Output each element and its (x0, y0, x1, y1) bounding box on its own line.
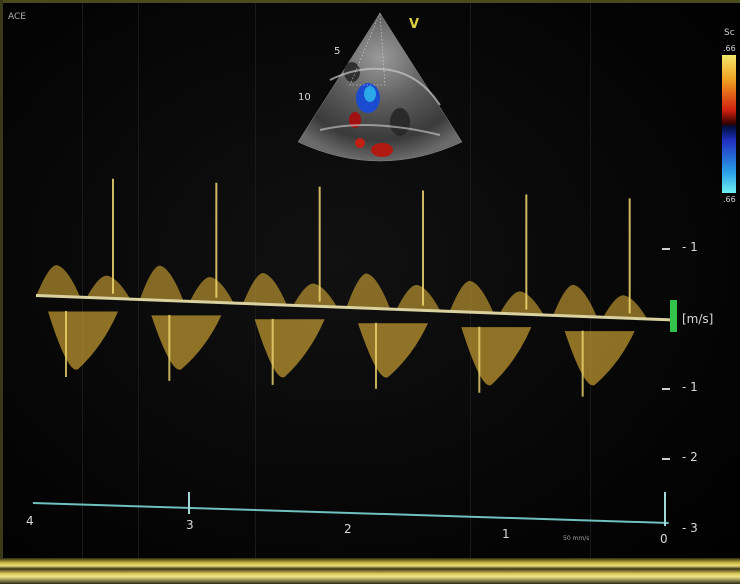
velocity-label-lower-3: - 3 (682, 521, 698, 535)
color-scale-bottom-value: .66 (723, 195, 736, 204)
forward-flow-envelope (292, 283, 337, 307)
monitor-frame-bottom (0, 558, 740, 584)
grid-line (470, 0, 471, 558)
reverse-flow-envelope (461, 327, 532, 386)
depth-marker-10: 10 (298, 92, 311, 103)
forward-flow-envelope (396, 284, 440, 311)
echo-sector-image (297, 12, 463, 162)
color-doppler-scale-bar (722, 55, 736, 193)
monitor-frame-top (0, 0, 740, 3)
forward-flow-envelope (346, 273, 390, 309)
reverse-flow-envelope (151, 315, 222, 370)
baseline-marker (670, 300, 677, 332)
reverse-flow-envelope (48, 311, 118, 370)
forward-flow-envelope (36, 265, 80, 297)
orientation-marker: V (409, 17, 420, 32)
monitor-frame-left (0, 0, 3, 584)
forward-flow-envelope (86, 275, 130, 299)
grid-line (82, 0, 83, 558)
mode-label: ACE (8, 12, 26, 22)
time-label-4: 4 (26, 514, 34, 528)
time-label-0: 0 (660, 532, 668, 546)
forward-flow-envelope (552, 284, 597, 317)
grid-line (138, 0, 139, 558)
sweep-speed-label: 50 mm/s (563, 535, 590, 542)
depth-marker-5: 5 (334, 46, 341, 57)
time-label-2: 2 (344, 522, 352, 536)
reverse-flow-envelope (254, 319, 325, 378)
time-tick (664, 492, 666, 526)
time-tick (188, 492, 190, 514)
forward-flow-envelope (449, 280, 494, 313)
velocity-label-upper-1: - 1 (682, 240, 698, 254)
velocity-tick (662, 458, 670, 460)
forward-flow-envelope (242, 273, 287, 305)
forward-flow-envelope (189, 277, 234, 303)
reverse-flow-envelope (564, 331, 635, 386)
velocity-label-lower-2: - 2 (682, 450, 698, 464)
color-scale-top-value: .66 (723, 44, 736, 53)
time-label-1: 1 (502, 527, 510, 541)
velocity-tick (662, 248, 670, 250)
reverse-flow-envelope (358, 323, 428, 378)
forward-flow-envelope (499, 291, 544, 315)
velocity-tick (662, 388, 670, 390)
forward-flow-envelope (139, 265, 184, 301)
velocity-label-lower-1: - 1 (682, 380, 698, 394)
time-label-3: 3 (186, 518, 194, 532)
color-scale-label: Sc (724, 28, 735, 38)
forward-flow-envelope (602, 295, 647, 319)
velocity-unit-label: [m/s] (682, 312, 714, 326)
grid-line (590, 0, 591, 558)
